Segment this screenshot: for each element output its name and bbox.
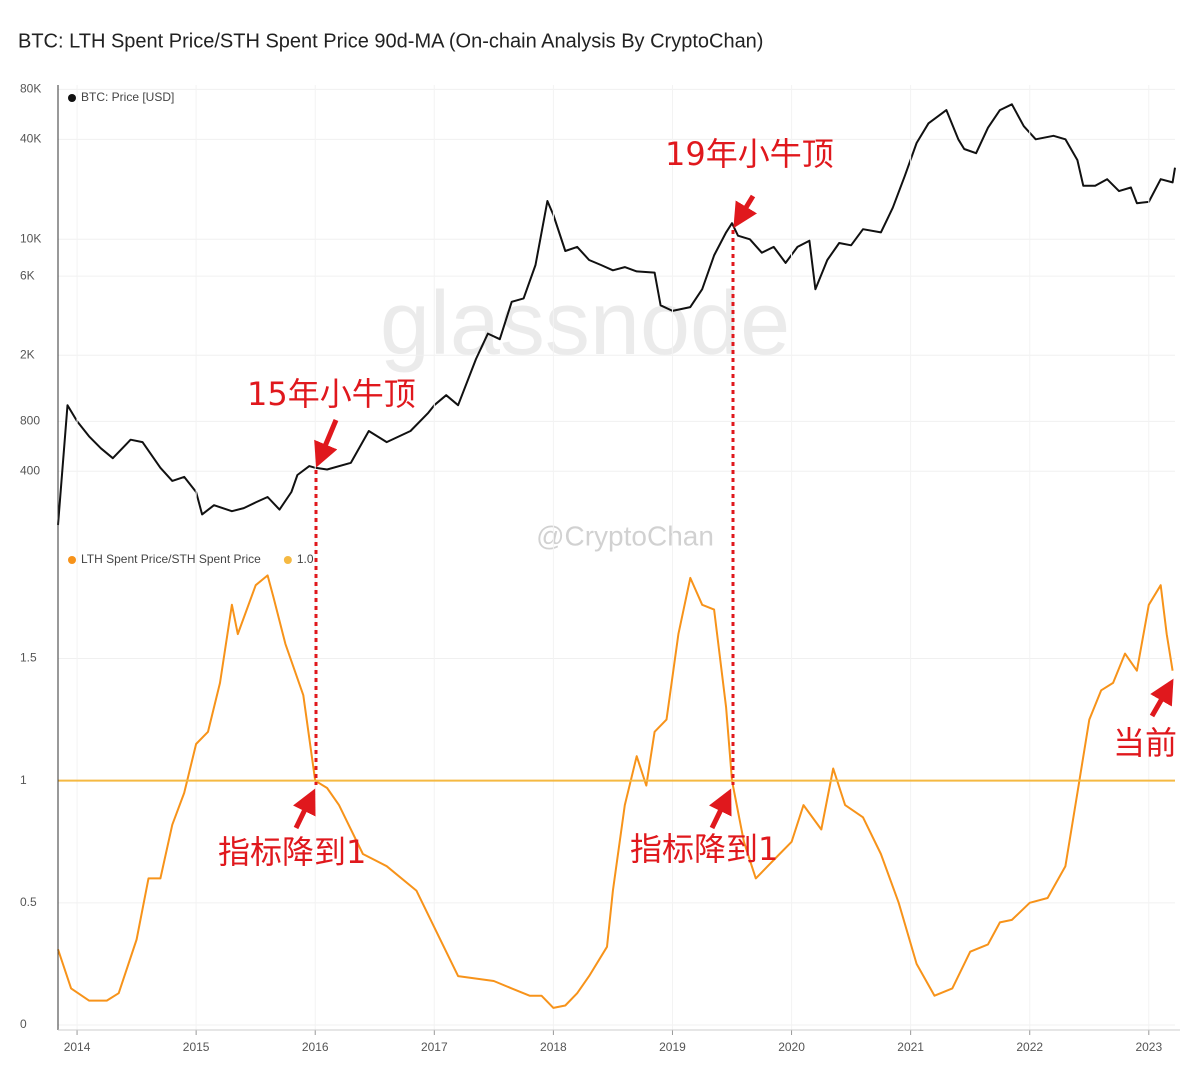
y-tick-label: 2K xyxy=(20,347,35,361)
y-tick-label: 1 xyxy=(20,773,27,787)
annotation: 指标降到1 xyxy=(630,830,778,868)
x-tick-label: 2019 xyxy=(659,1040,686,1054)
x-tick-label: 2021 xyxy=(897,1040,924,1054)
chart-title: BTC: LTH Spent Price/STH Spent Price 90d… xyxy=(18,30,763,52)
legend-label: 1.0 xyxy=(297,552,314,566)
y-tick-label: 0.5 xyxy=(20,895,37,909)
x-tick-label: 2014 xyxy=(64,1040,91,1054)
legend-marker xyxy=(68,94,76,102)
legend-marker xyxy=(68,556,76,564)
series-line xyxy=(57,103,1176,526)
y-tick-label: 40K xyxy=(20,132,41,146)
x-tick-label: 2022 xyxy=(1016,1040,1043,1054)
annotation: 19年小牛顶 xyxy=(665,135,834,173)
x-tick-label: 2023 xyxy=(1135,1040,1162,1054)
x-tick-label: 2018 xyxy=(540,1040,567,1054)
legend-label: LTH Spent Price/STH Spent Price xyxy=(81,552,261,566)
x-tick-label: 2016 xyxy=(302,1040,329,1054)
annotation-layer: 15年小牛顶 19年小牛顶 指标降到1 指标降到1 当前 xyxy=(218,135,1177,871)
annotation: 指标降到1 xyxy=(218,833,366,871)
y-tick-label: 80K xyxy=(20,82,41,96)
watermark: glassnode xyxy=(380,274,790,374)
annotation: 15年小牛顶 xyxy=(247,375,416,413)
y-tick-label: 10K xyxy=(20,231,41,245)
arrow xyxy=(293,788,316,830)
y-tick-label: 6K xyxy=(20,268,35,282)
arrow xyxy=(733,194,758,229)
x-tick-label: 2015 xyxy=(183,1040,210,1054)
arrow xyxy=(1149,678,1174,718)
watermark: @CryptoChan xyxy=(536,520,714,551)
x-tick-label: 2020 xyxy=(778,1040,805,1054)
x-tick-label: 2017 xyxy=(421,1040,448,1054)
y-tick-label: 1.5 xyxy=(20,651,37,665)
legend-marker xyxy=(283,556,292,564)
series-line xyxy=(57,574,1174,1009)
legend-label: BTC: Price [USD] xyxy=(81,90,174,104)
y-tick-label: 0 xyxy=(20,1017,27,1031)
annotation: 当前 xyxy=(1113,724,1177,762)
y-tick-label: 400 xyxy=(20,463,40,477)
arrow xyxy=(709,788,732,830)
y-tick-label: 800 xyxy=(20,414,40,428)
arrow xyxy=(314,419,339,468)
